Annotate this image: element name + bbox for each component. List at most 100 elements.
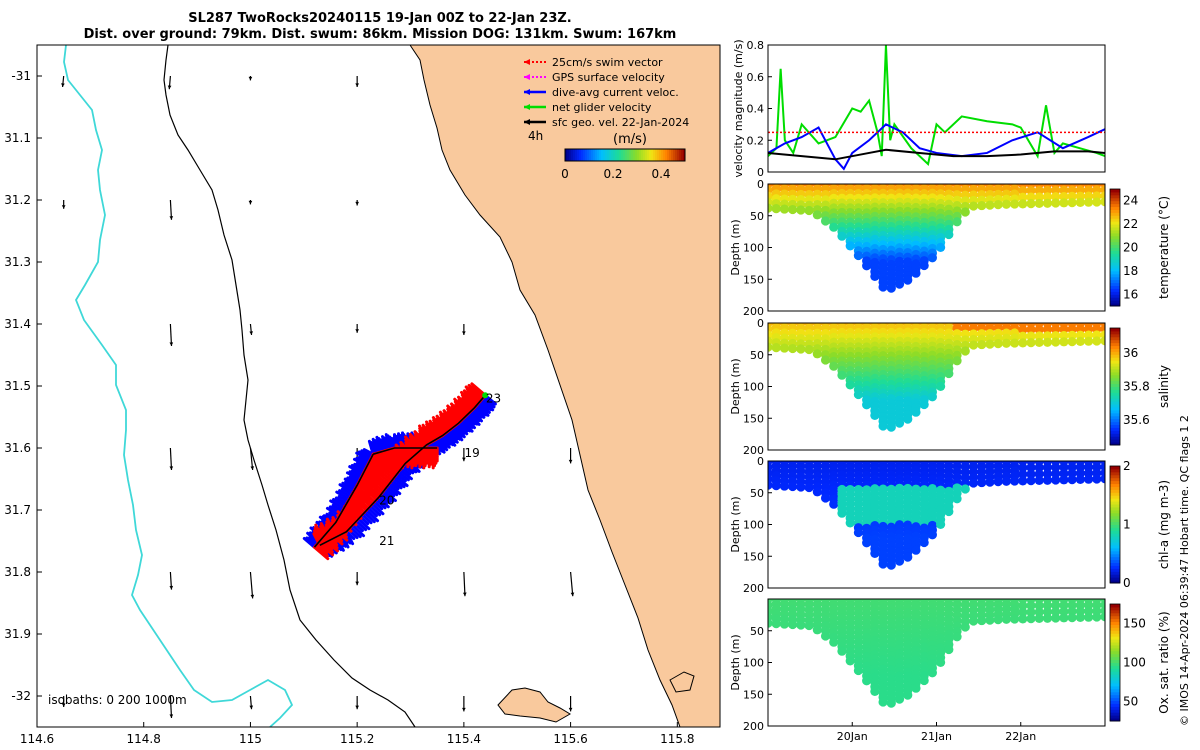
track-end-marker [482,392,489,399]
current-vector [569,571,575,597]
isobath-200m [163,45,416,727]
section-y-tick: 50 [750,210,764,223]
section-y-label: Depth (m) [729,634,742,690]
section-y-tick: 50 [750,349,764,362]
current-vector [167,75,172,90]
section-colorbar-tick: 24 [1123,194,1138,208]
map-y-ticks: -31 31.1 31.2 31.3 31.4 31.5 31.6 31.7 31.8 31.9 -… [4,69,42,703]
map-colorbar-tick: 0.4 [651,167,670,181]
section-y-tick: 150 [743,688,764,701]
section-y-tick: 0 [757,178,764,191]
track-day-labels: 23 19 20 21 [379,391,501,548]
section-colorbar-tick: 35.6 [1123,413,1150,427]
section-x-tick: 22Jan [1005,730,1036,743]
current-vector [169,571,174,590]
map-y-tick-label: -32 [11,689,31,703]
map-x-tick-label: 115.8 [660,732,694,746]
current-vector [61,200,66,209]
map-legend: 25cm/s swim vector GPS surface velocity di… [524,56,689,129]
map-x-tick-label: 115.2 [340,732,374,746]
land-area [409,45,720,727]
section-colorbar-tick: 35.8 [1123,380,1150,394]
map-y-tick-label: 31.5 [4,379,31,393]
current-vector [169,447,174,471]
section-y-label: Depth (m) [729,496,742,552]
map-y-tick-label: 31.7 [4,503,31,517]
section-y-tick: 100 [743,242,764,255]
velocity-y-tick: 0.6 [747,71,765,84]
section-y-tick: 150 [743,550,764,563]
section-y-tick: 100 [743,657,764,670]
glider-track-line [313,453,374,548]
current-vector [249,323,253,336]
section-colorbar-label: Ox. sat. ratio (%) [1157,611,1171,713]
velocity-y-tick: 0.2 [747,134,765,147]
map-colorbar: (m/s) 0 0.2 0.4 [561,132,686,181]
current-vector [462,448,466,462]
section-y-tick: 0 [757,317,764,330]
section-panel-2: 0 50 100 150 200 Depth (m) 36 35.8 35.6 salinity [729,317,1171,457]
map-y-tick-label: -31 [11,69,31,83]
section-colorbar-tick: 18 [1123,264,1138,278]
current-vector [462,696,466,712]
legend-entry: sfc geo. vel. 22-Jan-2024 [524,116,689,129]
bottom-island [497,687,571,723]
map-y-tick-label: 31.9 [4,627,31,641]
velocity-panel: 0 0.2 0.4 0.6 0.8 velocity magnitude (m/s) [732,39,1106,179]
current-vector [249,571,255,599]
section-x-tick: 20Jan [837,730,868,743]
section-y-tick: 200 [743,305,764,318]
bottom-island-2 [669,671,695,693]
legend-label: net glider velocity [552,101,652,114]
current-vector [355,572,359,586]
section-colorbar-tick: 16 [1123,287,1138,301]
current-vector [249,695,254,710]
map-y-tick-label: 31.8 [4,565,31,579]
section-colorbar-label: temperature (°C) [1157,196,1171,299]
current-vector [355,200,359,206]
section-colorbar-tick: 100 [1123,656,1146,670]
track-map: 114.6 114.8 115 115.2 115.4 115.6 115.8 -31 31.… [4,44,721,746]
legend-label: dive-avg current veloc. [552,86,679,99]
section-colorbar-tick: 20 [1123,241,1138,255]
track-day-label: 21 [379,534,394,548]
current-vector [568,448,573,464]
velocity-y-tick: 0.8 [747,39,765,52]
map-y-tick-label: 31.2 [4,193,31,207]
current-vector [355,696,359,710]
section-y-label: Depth (m) [729,358,742,414]
current-vector [462,324,466,335]
section-colorbar-tick: 1 [1123,518,1131,532]
current-vectors [61,75,575,719]
isobath-1000m [63,45,294,727]
current-vector [248,200,253,205]
map-colorbar-tick: 0.2 [603,167,622,181]
current-vector [169,695,174,719]
glider-swath [302,382,497,561]
section-y-label: Depth (m) [729,219,742,275]
current-vector [249,447,255,471]
map-y-tick-label: 31.6 [4,441,31,455]
velocity-series-line [768,45,1105,167]
section-y-tick: 50 [750,625,764,638]
section-y-tick: 100 [743,381,764,394]
imos-footer-note: © IMOS 14-Apr-2024 06:39:47 Hobart time.… [1178,415,1191,726]
glider-track-line [319,394,486,547]
legend-entry: net glider velocity [524,101,652,114]
section-y-tick: 150 [743,273,764,286]
map-y-tick-label: 31.4 [4,317,31,331]
map-x-tick-label: 114.6 [20,732,54,746]
section-y-tick: 200 [743,720,764,733]
track-day-label: 19 [465,446,480,460]
section-x-tick: 21Jan [921,730,952,743]
map-y-tick-label: 31.1 [4,131,31,145]
section-colorbar-tick: 2 [1123,459,1131,473]
current-vector [61,75,65,88]
section-panel-3: 0 50 100 150 200 Depth (m) 2 1 0 chl-a (mg m-3) [729,455,1171,595]
glider-track [313,392,489,548]
section-colorbar-tick: 50 [1123,695,1138,709]
section-colorbar-label: salinity [1157,365,1171,408]
